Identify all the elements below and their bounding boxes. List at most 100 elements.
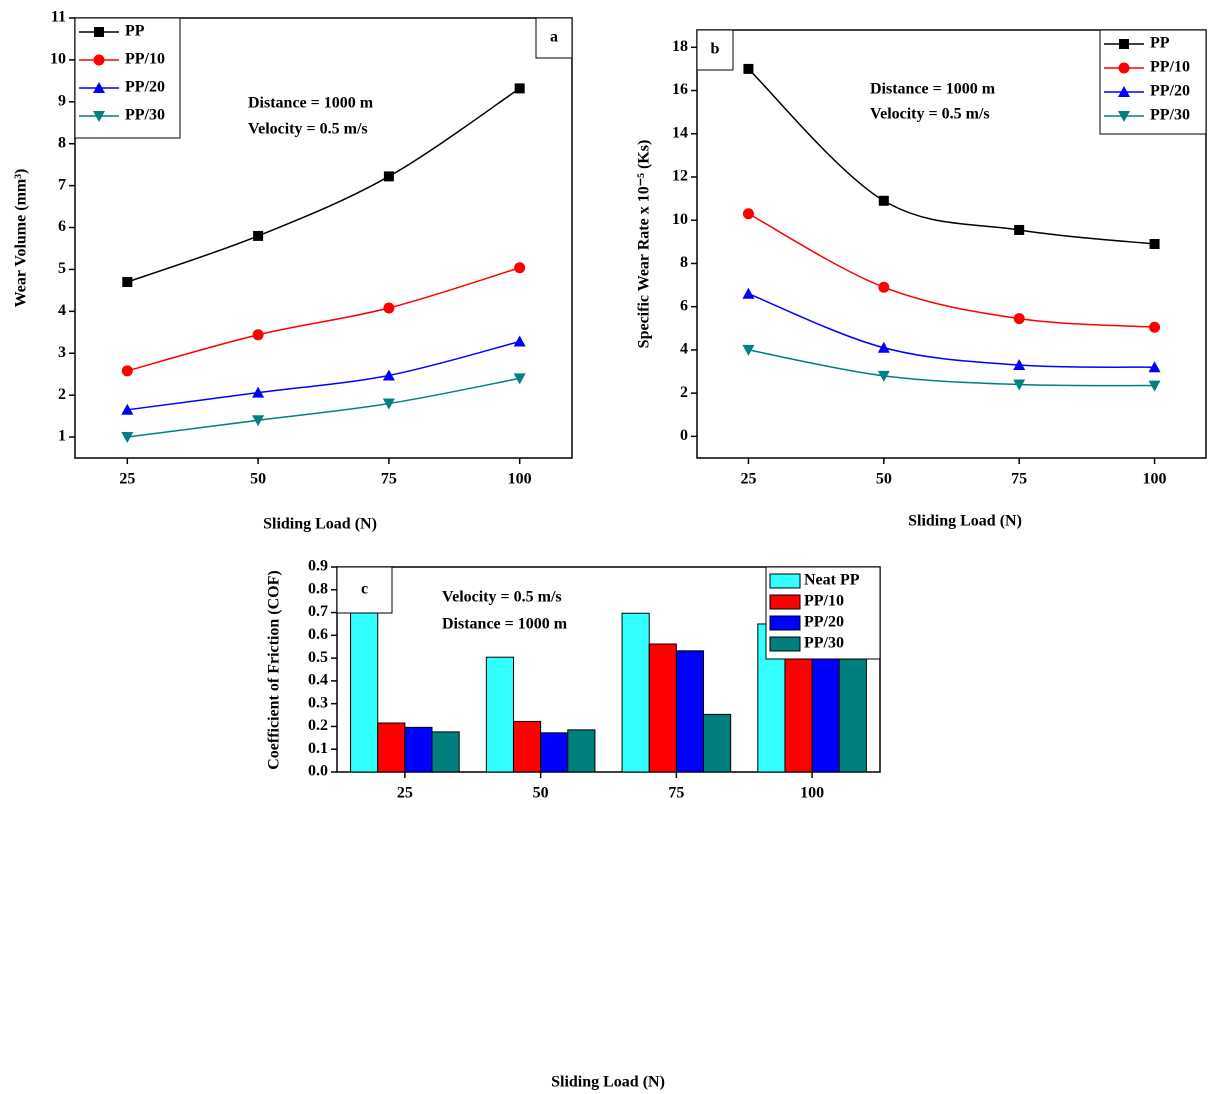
- series-line: [748, 213, 1155, 328]
- y-tick-label: 0.1: [308, 740, 328, 757]
- marker: [1119, 39, 1129, 49]
- y-tick-label: 5: [58, 260, 66, 277]
- y-tick-label: 4: [58, 302, 66, 319]
- legend-label: PP/20: [125, 79, 165, 96]
- marker: [382, 369, 395, 381]
- legend-label: PP/20: [804, 614, 844, 631]
- marker: [742, 344, 755, 356]
- bar: [485, 656, 514, 773]
- y-tick-label: 16: [672, 81, 688, 98]
- marker: [1149, 239, 1160, 249]
- marker: [1013, 379, 1026, 391]
- marker: [742, 287, 755, 299]
- y-tick-label: 18: [672, 38, 688, 55]
- bar: [703, 713, 732, 773]
- panel-label: b: [711, 41, 720, 58]
- bar: [350, 611, 379, 773]
- marker: [121, 365, 133, 377]
- legend-label: PP/20: [1150, 83, 1190, 100]
- legend-label: PP/10: [1150, 59, 1190, 76]
- x-axis-label: Sliding Load (N): [908, 513, 1022, 530]
- marker: [514, 83, 525, 94]
- marker: [252, 329, 264, 341]
- marker: [743, 63, 754, 74]
- marker: [122, 277, 133, 287]
- bar: [377, 722, 406, 773]
- x-axis-label: Sliding Load (N): [263, 516, 377, 533]
- marker: [1148, 380, 1161, 392]
- y-tick-label: 0.0: [308, 763, 328, 780]
- panel-box: [696, 29, 734, 71]
- x-tick-label: 100: [508, 471, 532, 488]
- bar: [404, 726, 433, 773]
- y-tick-label: 11: [51, 9, 66, 26]
- legend-box: [74, 17, 181, 139]
- series-line: [127, 267, 520, 372]
- y-tick-label: 2: [680, 384, 688, 401]
- panel-label: c: [361, 581, 368, 598]
- legend-swatch: [769, 636, 801, 652]
- marker: [513, 373, 526, 385]
- x-tick-label: 75: [668, 785, 684, 802]
- marker: [1013, 359, 1026, 371]
- marker: [383, 302, 395, 314]
- y-tick-label: 8: [58, 134, 66, 151]
- marker: [742, 208, 754, 220]
- y-tick-label: 6: [58, 218, 66, 235]
- x-tick-label: 50: [876, 471, 892, 488]
- y-tick-label: 2: [58, 386, 66, 403]
- y-tick-label: 12: [672, 168, 688, 185]
- marker: [1013, 313, 1025, 325]
- marker: [93, 82, 105, 93]
- bar: [431, 731, 460, 773]
- y-tick-label: 7: [58, 176, 66, 193]
- x-tick-label: 75: [1011, 471, 1027, 488]
- y-tick-label: 0.4: [308, 672, 328, 689]
- panel-box: [336, 566, 393, 614]
- legend-label: PP: [1150, 35, 1170, 52]
- y-tick-label: 14: [672, 124, 688, 141]
- y-tick-label: 8: [680, 254, 688, 271]
- series-line: [127, 340, 520, 411]
- marker: [1118, 111, 1130, 122]
- y-axis-label: Specific Wear Rate x 10⁻⁵ (Ks): [636, 140, 653, 349]
- y-tick-label: 4: [680, 341, 688, 358]
- legend-label: Neat PP: [804, 572, 860, 589]
- y-tick-label: 0.5: [308, 649, 328, 666]
- y-tick-label: 3: [58, 344, 66, 361]
- y-tick-label: 1: [58, 428, 66, 445]
- marker: [383, 171, 394, 182]
- legend-label: PP/10: [804, 593, 844, 610]
- y-tick-label: 0: [680, 427, 688, 444]
- marker: [878, 195, 889, 206]
- legend-label: PP/10: [125, 51, 165, 68]
- annotation: Distance = 1000 m: [442, 616, 568, 633]
- plot-frame: [696, 29, 1207, 459]
- marker: [514, 262, 526, 274]
- y-tick-label: 0.6: [308, 626, 328, 643]
- marker: [121, 403, 134, 415]
- marker: [877, 370, 890, 382]
- series-line: [747, 68, 1155, 245]
- x-tick-label: 50: [533, 785, 549, 802]
- marker: [878, 281, 890, 293]
- y-tick-label: 0.3: [308, 694, 328, 711]
- panel-box: [535, 17, 573, 59]
- y-tick-label: 0.9: [308, 558, 328, 575]
- marker: [93, 111, 105, 122]
- bar: [540, 732, 569, 773]
- legend-label: PP/30: [804, 635, 844, 652]
- plot-frame: [336, 566, 881, 773]
- marker: [252, 386, 265, 398]
- x-tick-label: 75: [381, 471, 397, 488]
- marker: [382, 398, 395, 410]
- y-tick-label: 0.8: [308, 580, 328, 597]
- panel-label: a: [550, 29, 558, 46]
- y-tick-label: 0.7: [308, 603, 328, 620]
- x-tick-label: 25: [397, 785, 413, 802]
- legend-label: PP/30: [125, 107, 165, 124]
- series-line: [748, 293, 1155, 368]
- marker: [121, 432, 134, 444]
- marker: [1014, 224, 1025, 235]
